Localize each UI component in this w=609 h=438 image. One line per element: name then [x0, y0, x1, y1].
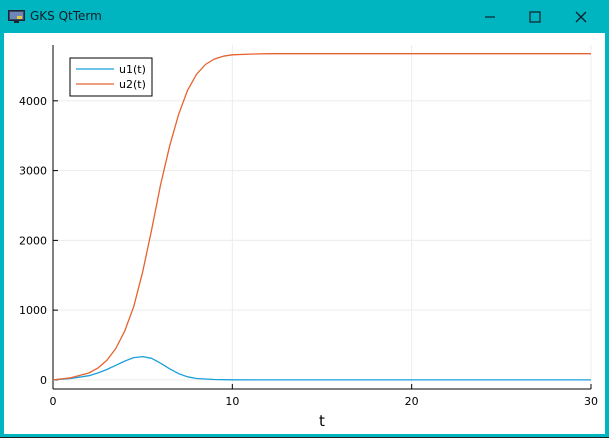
close-button[interactable] — [561, 3, 601, 31]
close-icon — [575, 11, 587, 23]
x-tick-label: 10 — [225, 395, 239, 408]
minimize-button[interactable] — [470, 3, 510, 31]
x-tick-label: 0 — [50, 395, 57, 408]
window-title: GKS QtTerm — [30, 9, 102, 23]
maximize-icon — [529, 11, 541, 23]
gks-app-icon — [8, 10, 25, 23]
plot-canvas: 0 10 20 30 0 1000 2000 3000 4000 t u1(t) u2(t) — [4, 33, 605, 434]
y-tick-label: 1000 — [19, 304, 47, 317]
y-tick-label: 3000 — [19, 165, 47, 178]
series-line-u2t — [52, 53, 591, 381]
y-tick-label: 2000 — [19, 234, 47, 247]
y-tick-label: 4000 — [19, 95, 47, 108]
x-axis-label: t — [319, 412, 325, 430]
y-tick-label: 0 — [40, 374, 47, 387]
title-bar[interactable]: GKS QtTerm — [0, 0, 609, 33]
series-line-u1t — [52, 355, 591, 381]
maximize-button[interactable] — [515, 3, 555, 31]
x-tick-label: 20 — [405, 395, 419, 408]
x-tick-label: 30 — [584, 395, 598, 408]
line-chart: 0 10 20 30 0 1000 2000 3000 4000 t u1(t) u2(t) — [19, 45, 598, 430]
legend-label: u1(t) — [119, 63, 146, 76]
legend-box — [69, 57, 153, 97]
minimize-icon — [485, 16, 495, 18]
legend-label: u2(t) — [119, 78, 146, 91]
